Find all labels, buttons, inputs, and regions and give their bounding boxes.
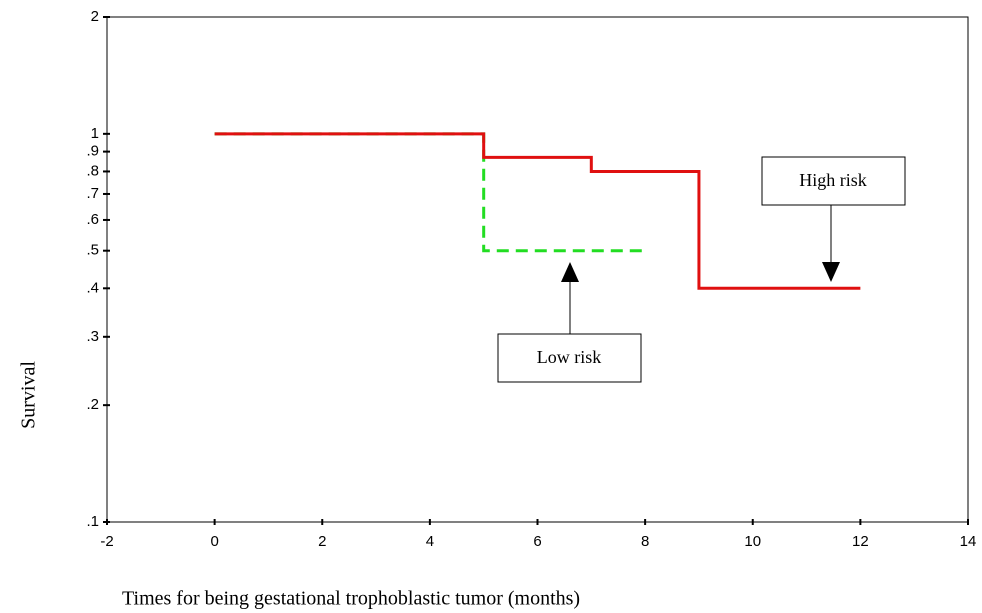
arrow-head bbox=[822, 262, 840, 282]
y-tick-label: .5 bbox=[86, 242, 99, 259]
x-tick-label: 6 bbox=[533, 533, 541, 550]
y-tick-label: 2 bbox=[91, 8, 99, 25]
x-tick-label: 0 bbox=[210, 533, 218, 550]
series-label: High risk bbox=[799, 170, 867, 190]
arrow-head bbox=[561, 262, 579, 282]
y-axis-label: Survival bbox=[18, 361, 40, 429]
y-tick-label: .9 bbox=[86, 143, 99, 160]
y-tick-label: .6 bbox=[86, 211, 99, 228]
x-tick-label: 14 bbox=[960, 533, 977, 550]
x-tick-label: 8 bbox=[641, 533, 649, 550]
y-tick-label: 1 bbox=[91, 125, 99, 142]
x-axis-label: Times for being gestational trophoblasti… bbox=[122, 588, 580, 610]
x-tick-label: 10 bbox=[744, 533, 761, 550]
survival-line bbox=[215, 134, 646, 251]
y-tick-label: .7 bbox=[86, 185, 99, 202]
y-tick-label: .8 bbox=[86, 162, 99, 179]
plot-frame bbox=[107, 17, 968, 522]
x-tick-label: -2 bbox=[100, 533, 113, 550]
series-label: Low risk bbox=[537, 347, 602, 367]
y-tick-label: .3 bbox=[86, 328, 99, 345]
x-tick-label: 12 bbox=[852, 533, 869, 550]
y-tick-label: .4 bbox=[86, 279, 99, 296]
x-tick-label: 4 bbox=[426, 533, 434, 550]
x-tick-label: 2 bbox=[318, 533, 326, 550]
y-tick-label: .2 bbox=[86, 396, 99, 413]
y-tick-label: .1 bbox=[86, 513, 99, 530]
chart: Survival Times for being gestational tro… bbox=[0, 0, 982, 613]
